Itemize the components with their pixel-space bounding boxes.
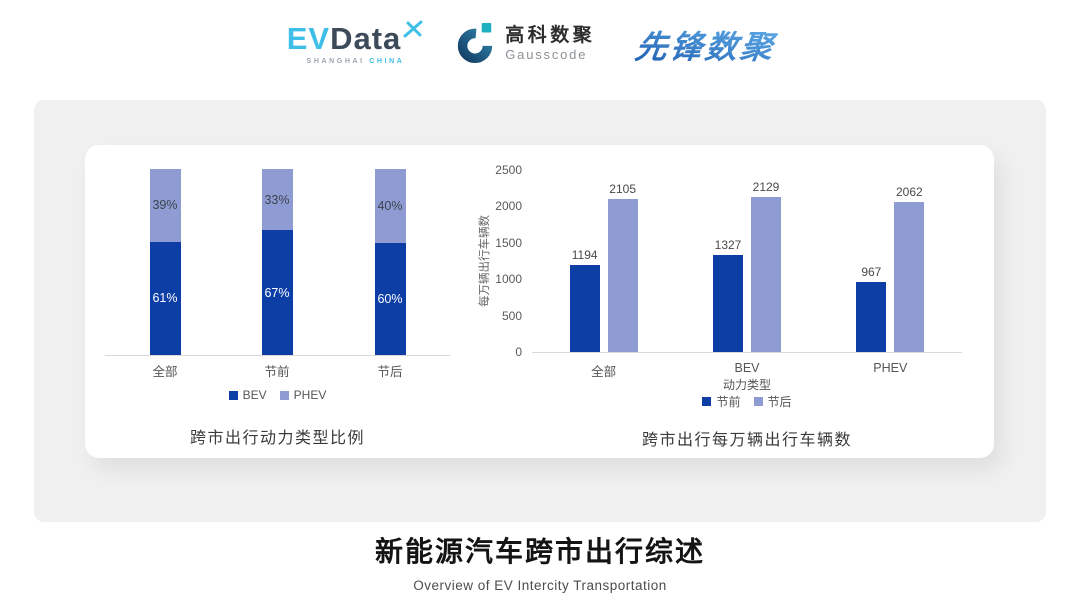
legend-label: BEV: [242, 388, 267, 402]
pioneer-logo: 先锋数聚: [625, 22, 793, 70]
legend-label: 节前: [716, 395, 741, 409]
evdata-wordmark: EV Data: [286, 20, 425, 56]
bar-segment-BEV: 61%: [149, 241, 181, 355]
y-tick-label: 1000: [495, 272, 522, 287]
bar-PHEV-节后: [894, 201, 925, 352]
charts-card: 39% 61% 33% 67% 40% 60% BEV PHEV 跨市出行动力类型比例 全部…: [85, 145, 994, 458]
right-plot-area: 1194 2105 1327 2129 967 2062: [532, 170, 962, 353]
bar-segment-PHEV: 40%: [374, 169, 406, 244]
left-plot-area: 39% 61% 33% 67% 40% 60%: [105, 169, 450, 356]
header-logos: EV Data SHANGHAI CHINA 高: [0, 20, 1080, 70]
right-legend: 节前 节后: [532, 393, 962, 410]
x-category-label: 节后: [377, 365, 403, 379]
legend-swatch-icon: [753, 397, 763, 406]
right-chart-title: 跨市出行每万辆出行车辆数: [641, 432, 852, 449]
legend-swatch-icon: [279, 390, 289, 400]
evdata-tagline-china: CHINA: [369, 58, 405, 65]
evdata-logo: EV Data SHANGHAI CHINA: [286, 20, 425, 65]
legend-swatch-icon: [702, 397, 712, 406]
page-subtitle: Overview of EV Intercity Transportation: [413, 578, 667, 593]
legend-label: PHEV: [293, 388, 327, 402]
evdata-data-text: Data: [330, 21, 402, 56]
legend-label: 节后: [767, 395, 792, 409]
bar-value-label: 2105: [609, 181, 636, 196]
legend-item-节后: 节后: [753, 393, 792, 410]
gausscode-cn-text: 高科数聚: [505, 24, 596, 46]
bar-value-label: 967: [861, 264, 882, 279]
right-y-axis-title: 每万辆出行车辆数: [479, 215, 491, 307]
x-category-label: BEV: [734, 361, 760, 375]
evdata-ev-text: EV: [286, 21, 331, 56]
x-category-label: 全部: [591, 365, 617, 379]
stacked-bar-节后: 40% 60%: [374, 169, 406, 355]
bar-BEV-节后: [751, 197, 781, 352]
gausscode-g-icon: [458, 22, 493, 64]
x-category-label: PHEV: [873, 361, 908, 375]
y-tick-label: 1500: [495, 235, 522, 250]
stacked-bar-全部: 39% 61%: [149, 169, 181, 355]
bar-value-label: 2129: [752, 180, 780, 194]
bar-value-label: 1327: [714, 238, 742, 253]
evdata-tagline: SHANGHAI CHINA: [307, 58, 405, 65]
chart-power-type-ratio: 39% 61% 33% 67% 40% 60% BEV PHEV 跨市出行动力类型比例 全部…: [105, 169, 450, 449]
left-chart-title: 跨市出行动力类型比例: [189, 430, 365, 447]
y-tick-label: 0: [515, 345, 522, 359]
bar-PHEV-节前: [856, 281, 887, 352]
right-x-axis-title: 动力类型: [722, 378, 771, 392]
stacked-bar-节前: 33% 67%: [261, 169, 293, 355]
sparkle-x-icon: [403, 20, 423, 38]
pioneer-wordmark: 先锋数聚: [633, 29, 780, 65]
bar-value-label: 2062: [895, 184, 923, 199]
gausscode-logo: 高科数聚 Gausscode: [454, 22, 595, 64]
bar-segment-BEV: 67%: [261, 230, 293, 355]
bar-value-label: 1194: [571, 248, 598, 263]
bar-全部-节后: [607, 198, 638, 352]
bar-BEV-节前: [713, 255, 743, 352]
bar-segment-BEV: 60%: [374, 243, 406, 355]
evdata-tagline-shanghai: SHANGHAI: [306, 58, 365, 65]
y-tick-label: 2000: [495, 199, 522, 214]
bar-全部-节前: [569, 265, 600, 352]
y-tick-label: 2500: [495, 163, 522, 177]
page-title: 新能源汽车跨市出行综述: [374, 536, 705, 567]
report-footer: 新能源汽车跨市出行综述 Overview of EV Intercity Tra…: [0, 530, 1080, 593]
left-legend: BEV PHEV: [105, 388, 450, 402]
legend-item-PHEV: PHEV: [279, 388, 327, 402]
chart-trips-per-10k: 每万辆出行车辆数 0 500 1000 1500 2000 2500 1194 2105 13…: [460, 160, 980, 452]
y-tick-label: 500: [501, 308, 522, 323]
gausscode-en-text: Gausscode: [505, 46, 588, 62]
legend-swatch-icon: [228, 390, 238, 400]
x-category-label: 全部: [152, 365, 178, 379]
legend-item-节前: 节前: [702, 393, 741, 410]
x-category-label: 节前: [264, 365, 290, 379]
bar-segment-PHEV: 39%: [149, 169, 181, 242]
bar-segment-PHEV: 33%: [261, 169, 293, 231]
legend-item-BEV: BEV: [228, 388, 267, 402]
pioneer-text: 先锋数聚: [633, 29, 780, 65]
